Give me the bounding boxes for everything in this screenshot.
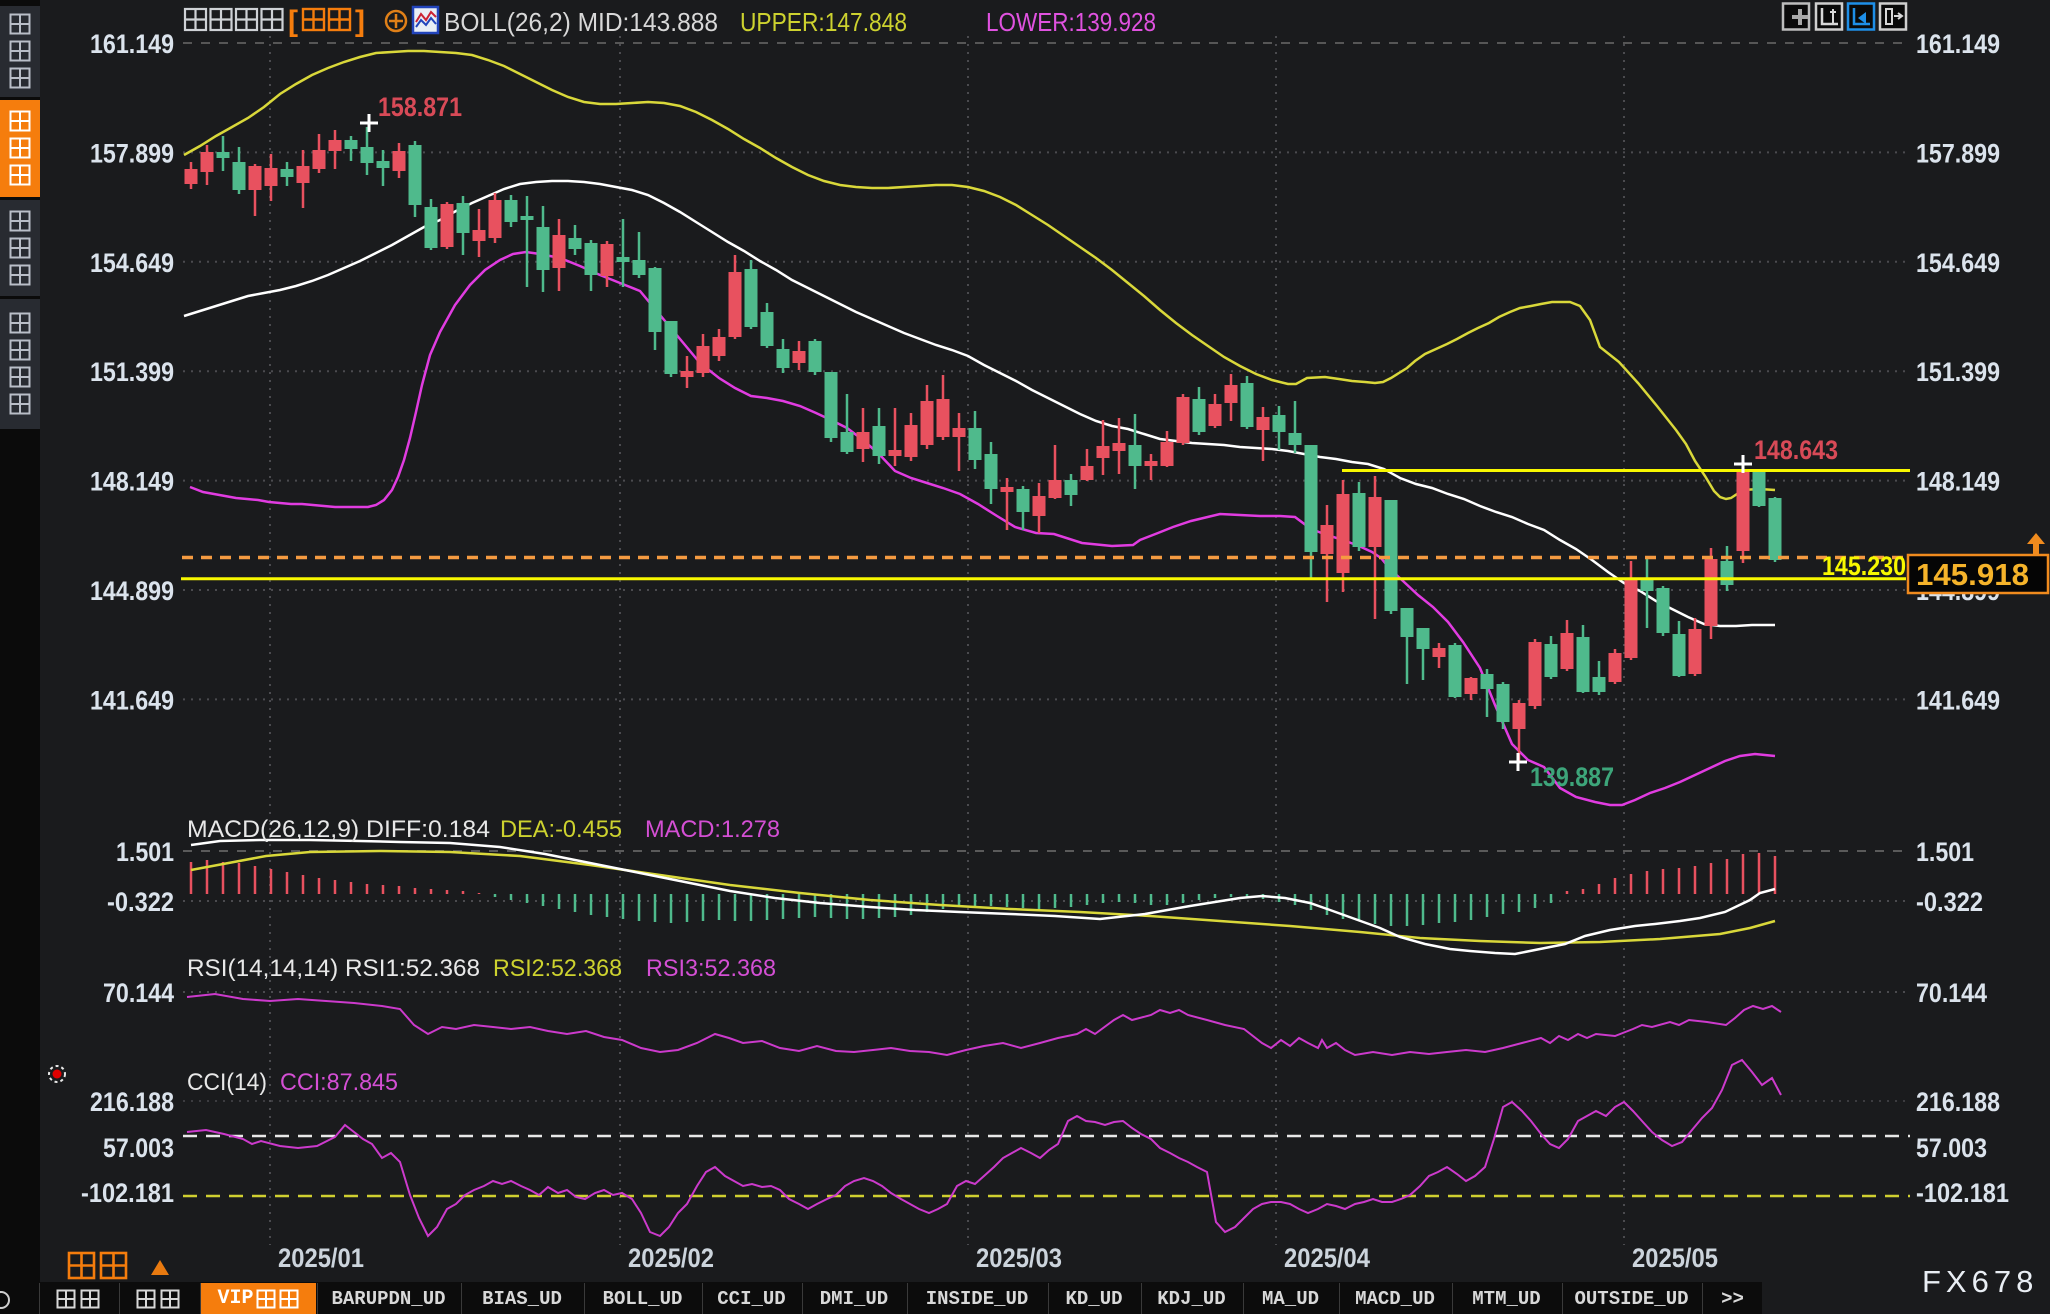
svg-text:2025/03: 2025/03 [976, 1243, 1062, 1273]
svg-text:141.649: 141.649 [90, 685, 174, 715]
svg-text:2025/01: 2025/01 [278, 1243, 364, 1273]
svg-text:57.003: 57.003 [103, 1133, 174, 1163]
svg-text:158.871: 158.871 [378, 92, 462, 122]
svg-text:2025/02: 2025/02 [628, 1243, 714, 1273]
svg-text:148.149: 148.149 [1916, 467, 2000, 497]
svg-text:148.643: 148.643 [1754, 435, 1838, 465]
svg-text:FX678: FX678 [1922, 1264, 2038, 1299]
svg-text:]: ] [355, 5, 365, 38]
svg-text:145.918: 145.918 [1916, 557, 2029, 592]
svg-text:148.149: 148.149 [90, 467, 174, 497]
svg-text:151.399: 151.399 [90, 357, 174, 387]
svg-text:CCI:87.845: CCI:87.845 [280, 1069, 398, 1096]
svg-text:CCI(14): CCI(14) [187, 1069, 267, 1096]
svg-text:-0.322: -0.322 [1916, 887, 1983, 917]
svg-text:161.149: 161.149 [1916, 29, 2000, 59]
svg-text:157.899: 157.899 [90, 138, 174, 168]
svg-text:RSI(14,14,14) RSI1:52.368: RSI(14,14,14) RSI1:52.368 [187, 955, 480, 982]
svg-text:DEA:-0.455: DEA:-0.455 [500, 816, 622, 843]
svg-text:2025/05: 2025/05 [1632, 1243, 1718, 1273]
svg-text:-102.181: -102.181 [81, 1178, 174, 1208]
svg-text:139.887: 139.887 [1530, 762, 1614, 792]
svg-text:216.188: 216.188 [1916, 1087, 2000, 1117]
svg-text:70.144: 70.144 [103, 978, 174, 1008]
svg-text:-102.181: -102.181 [1916, 1178, 2009, 1208]
svg-text:144.899: 144.899 [90, 576, 174, 606]
svg-text:154.649: 154.649 [90, 248, 174, 278]
svg-text:[: [ [288, 5, 298, 38]
svg-text:LOWER:139.928: LOWER:139.928 [986, 7, 1156, 37]
svg-text:2025/04: 2025/04 [1284, 1243, 1370, 1273]
svg-text:157.899: 157.899 [1916, 138, 2000, 168]
svg-text:57.003: 57.003 [1916, 1133, 1987, 1163]
svg-text:RSI3:52.368: RSI3:52.368 [646, 955, 776, 982]
svg-text:145.230: 145.230 [1822, 551, 1906, 581]
svg-text:MACD(26,12,9) DIFF:0.184: MACD(26,12,9) DIFF:0.184 [187, 816, 490, 843]
svg-text:1.501: 1.501 [116, 837, 174, 867]
svg-text:BOLL(26,2) MID:143.888: BOLL(26,2) MID:143.888 [444, 7, 718, 37]
svg-text:1.501: 1.501 [1916, 837, 1974, 867]
svg-text:70.144: 70.144 [1916, 978, 1987, 1008]
svg-text:161.149: 161.149 [90, 29, 174, 59]
svg-text:154.649: 154.649 [1916, 248, 2000, 278]
svg-text:141.649: 141.649 [1916, 685, 2000, 715]
svg-text:-0.322: -0.322 [107, 887, 174, 917]
svg-text:RSI2:52.368: RSI2:52.368 [493, 955, 622, 982]
svg-text:216.188: 216.188 [90, 1087, 174, 1117]
svg-text:151.399: 151.399 [1916, 357, 2000, 387]
svg-text:MACD:1.278: MACD:1.278 [645, 816, 780, 843]
svg-text:UPPER:147.848: UPPER:147.848 [740, 7, 907, 37]
